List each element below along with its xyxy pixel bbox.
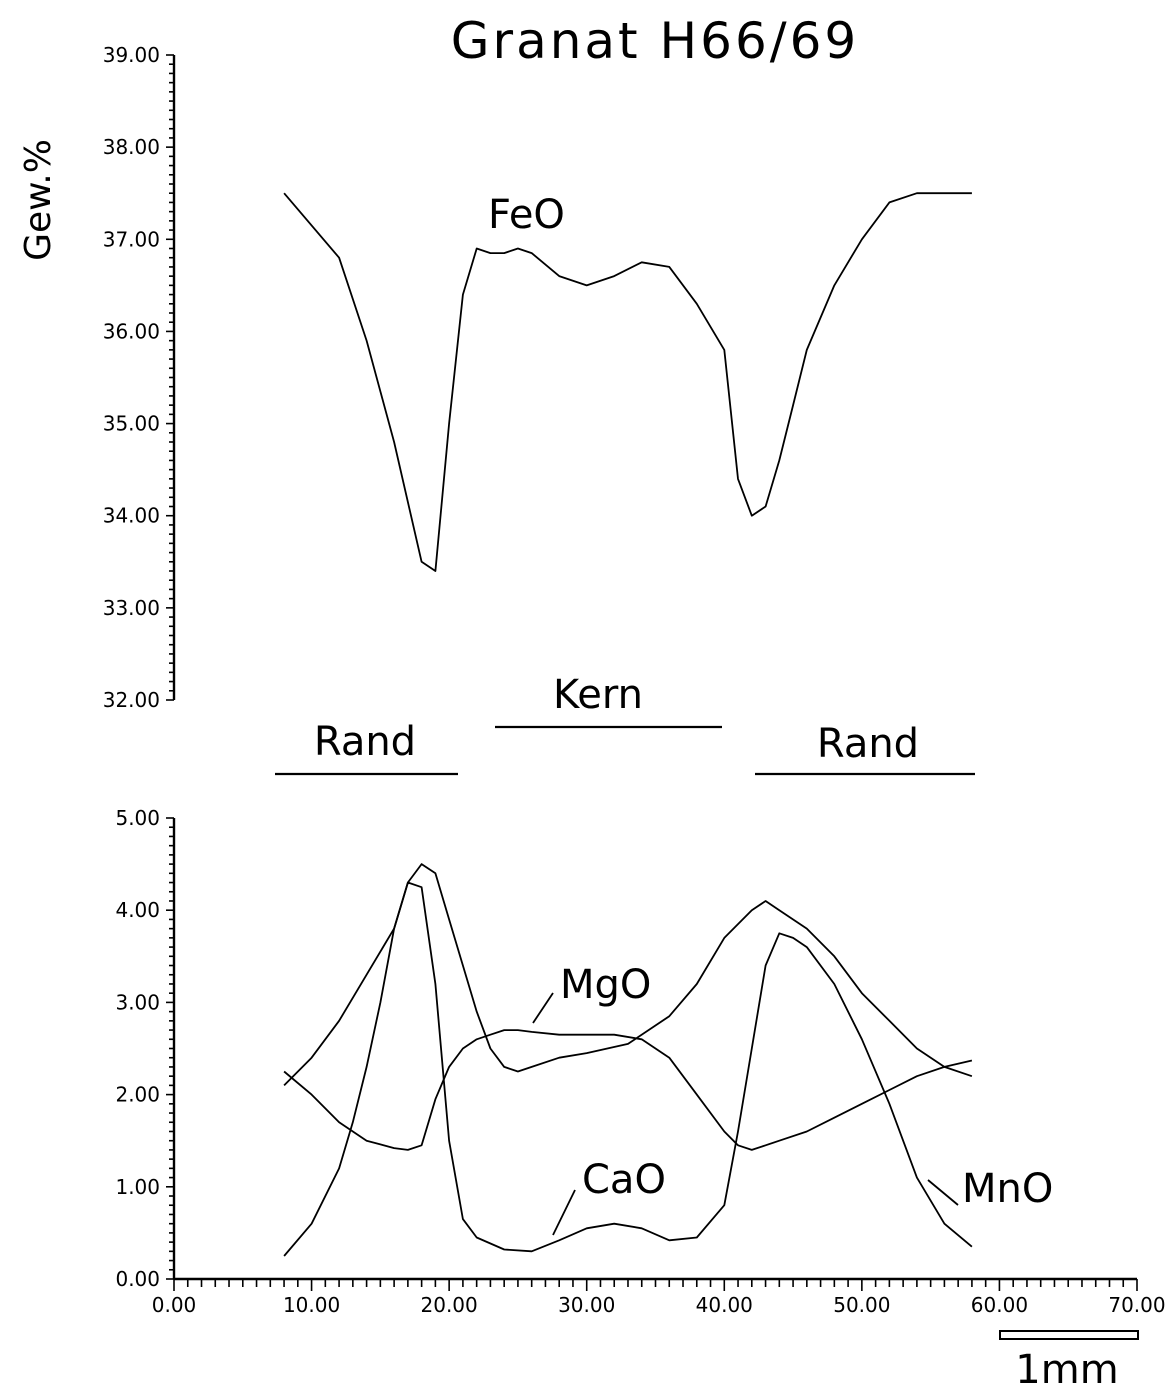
series-label-mno: MnO xyxy=(962,1166,1053,1212)
series-line-feo xyxy=(283,192,972,572)
upper-y-tick-label: 32.00 xyxy=(103,688,160,712)
series-label-mgo: MgO xyxy=(560,962,651,1008)
x-tick-label: 40.00 xyxy=(696,1293,753,1317)
zone-label-rand-left: Rand xyxy=(314,719,416,765)
zone-label-rand-right: Rand xyxy=(817,721,919,767)
lower-y-tick-label: 0.00 xyxy=(115,1267,160,1291)
x-tick-label: 70.00 xyxy=(1108,1293,1165,1317)
upper-y-tick-label: 33.00 xyxy=(103,596,160,620)
series-line-cao xyxy=(283,1029,973,1151)
upper-y-tick-label: 35.00 xyxy=(103,412,160,436)
upper-y-tick-label: 39.00 xyxy=(103,43,160,67)
y-axis-label: Gew.% xyxy=(18,139,59,261)
lower-y-tick-label: 2.00 xyxy=(115,1083,160,1107)
x-axis: 0.00 10.00 20.00 30.00 40.00 50.00 60.00 70.00 xyxy=(152,1277,1166,1317)
x-tick-label: 30.00 xyxy=(558,1293,615,1317)
chart-title: Granat H66/69 xyxy=(451,12,859,70)
series-labels: FeO MgO CaO MnO xyxy=(488,192,1053,1236)
lower-y-tick-label: 3.00 xyxy=(115,990,160,1014)
upper-y-tick-label: 37.00 xyxy=(103,227,160,251)
upper-series-group xyxy=(283,192,972,572)
upper-y-tick-label: 36.00 xyxy=(103,319,160,343)
leader-cao xyxy=(552,1189,576,1236)
lower-y-tick-label: 1.00 xyxy=(115,1175,160,1199)
series-label-cao: CaO xyxy=(582,1157,666,1203)
scale-bar-rect xyxy=(999,1330,1139,1340)
scale-bar: 1mm xyxy=(999,1330,1139,1389)
upper-panel-axes: 32.00 33.00 34.00 35.00 36.00 37.00 38.00 39.00 xyxy=(103,43,176,712)
upper-y-tick-label: 38.00 xyxy=(103,135,160,159)
scale-bar-label: 1mm xyxy=(1015,1347,1118,1389)
x-tick-label: 50.00 xyxy=(833,1293,890,1317)
leader-mno xyxy=(927,1179,959,1206)
leader-mgo xyxy=(532,992,554,1024)
zone-label-kern: Kern xyxy=(553,672,643,718)
series-line-mno xyxy=(283,881,973,1257)
x-tick-label: 10.00 xyxy=(283,1293,340,1317)
series-label-feo: FeO xyxy=(488,192,565,238)
lower-y-tick-label: 5.00 xyxy=(115,806,160,830)
lower-panel-axes: 0.00 1.00 2.00 3.00 4.00 5.00 xyxy=(115,806,176,1291)
lower-y-tick-label: 4.00 xyxy=(115,898,160,922)
lower-series-group xyxy=(283,863,973,1257)
x-tick-label: 0.00 xyxy=(152,1293,197,1317)
upper-y-tick-label: 34.00 xyxy=(103,504,160,528)
x-tick-label: 60.00 xyxy=(971,1293,1028,1317)
x-tick-label: 20.00 xyxy=(421,1293,478,1317)
zone-markers: Rand Kern Rand xyxy=(275,672,975,776)
